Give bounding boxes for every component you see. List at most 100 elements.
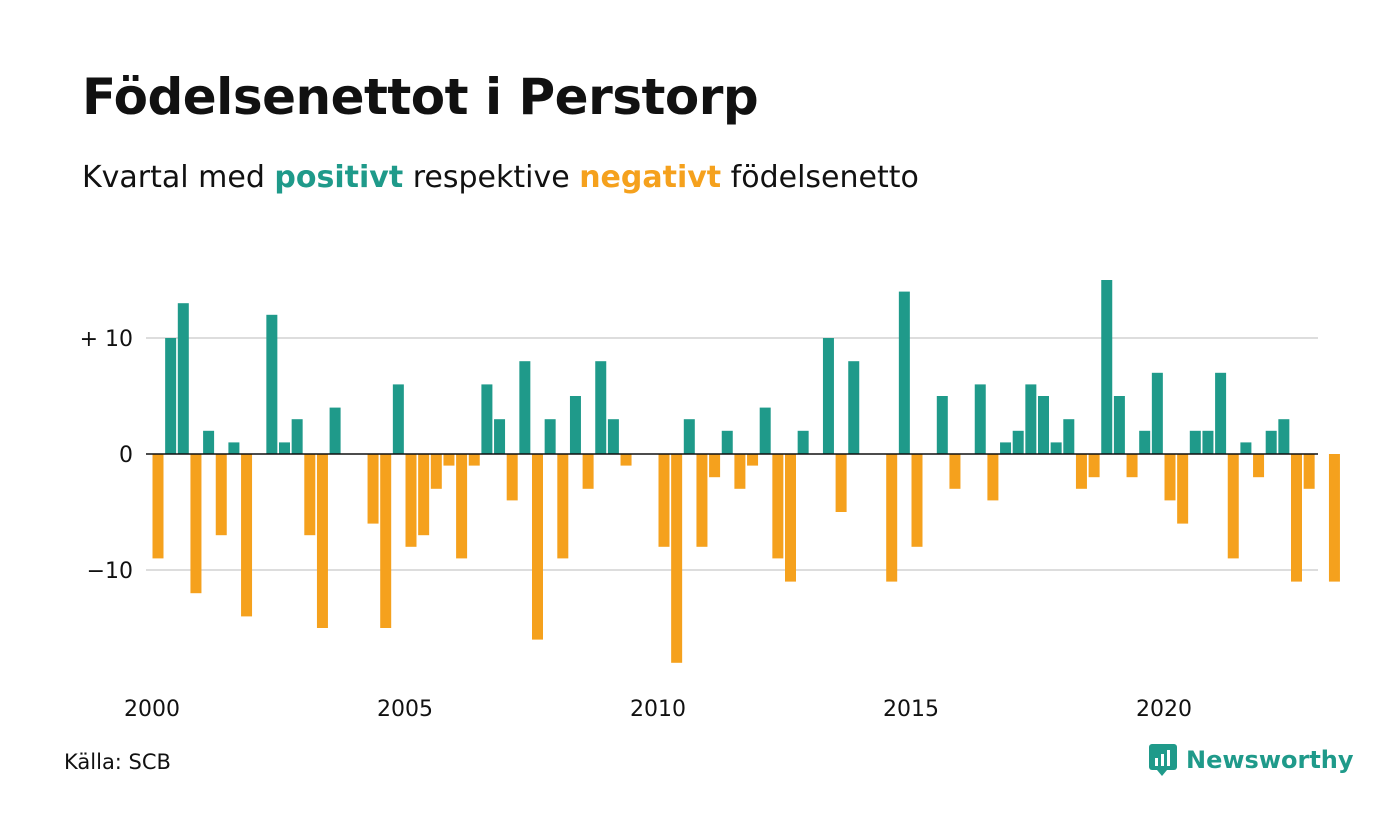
- bar-negative: [747, 454, 759, 466]
- bar-positive: [569, 396, 581, 454]
- bar-negative: [696, 454, 708, 547]
- bar-negative: [1088, 454, 1100, 478]
- brand-name: Newsworthy: [1186, 746, 1354, 774]
- bar-negative: [1303, 454, 1315, 489]
- x-tick-label: 2010: [630, 697, 686, 722]
- bar-positive: [721, 430, 733, 454]
- bar-negative: [456, 454, 468, 559]
- bar-positive: [544, 419, 556, 454]
- gridlines: [146, 337, 1318, 571]
- source-note: Källa: SCB: [64, 750, 171, 774]
- bar-positive: [936, 396, 948, 454]
- bar-positive: [1038, 396, 1049, 454]
- bar-negative: [671, 454, 683, 663]
- bar-positive: [683, 419, 695, 454]
- bar-negative: [987, 454, 999, 501]
- subtitle-middle: respektive: [403, 160, 580, 195]
- bar-negative: [430, 454, 442, 489]
- bar-negative: [709, 454, 721, 478]
- bar-negative: [734, 454, 746, 489]
- bar-negative: [215, 454, 227, 536]
- subtitle-negative-word: negativt: [579, 160, 722, 195]
- bar-positive: [165, 338, 177, 454]
- bar-negative: [1164, 454, 1176, 501]
- bar-positive: [595, 361, 607, 454]
- bar-negative: [532, 454, 543, 640]
- bar-positive: [759, 407, 771, 454]
- bar-positive: [1265, 430, 1277, 454]
- bar-positive: [494, 419, 506, 454]
- bar-positive: [1139, 430, 1151, 454]
- bar-positive: [519, 361, 531, 454]
- x-tick-label: 2005: [377, 697, 433, 722]
- bar-positive: [1063, 419, 1075, 454]
- bar-negative: [886, 454, 898, 582]
- bar-negative: [785, 454, 796, 582]
- bar-positive: [974, 384, 986, 454]
- bar-positive: [1101, 280, 1113, 454]
- chart-subtitle: Kvartal med positivt respektive negativt…: [82, 160, 919, 195]
- bar-negative: [418, 454, 430, 536]
- bar-negative: [316, 454, 328, 628]
- subtitle-prefix: Kvartal med: [82, 160, 275, 195]
- subtitle-positive-word: positivt: [274, 160, 404, 195]
- y-tick-label: + 10: [80, 327, 133, 352]
- bar-positive: [291, 419, 303, 454]
- bar-negative: [1177, 454, 1189, 524]
- bar-negative: [241, 454, 253, 617]
- bar-positive: [848, 361, 860, 454]
- bar-positive: [228, 442, 240, 454]
- bar-negative: [506, 454, 518, 501]
- bar-negative: [911, 454, 923, 547]
- bar-positive: [1025, 384, 1037, 454]
- y-axis-ticks: + 10 0 −10: [80, 327, 133, 584]
- bar-negative: [1291, 454, 1302, 582]
- bar-positive: [1278, 419, 1290, 454]
- bars: [152, 280, 1340, 663]
- bar-positive: [1012, 430, 1024, 454]
- x-axis-ticks: 2000 2005 2010 2015 2020: [124, 697, 1192, 722]
- bar-negative: [835, 454, 847, 512]
- bar-negative: [949, 454, 961, 489]
- bar-negative: [1328, 454, 1340, 582]
- bar-negative: [443, 454, 455, 466]
- bar-positive: [203, 430, 215, 454]
- x-tick-label: 2015: [883, 697, 939, 722]
- bar-negative: [304, 454, 316, 536]
- bar-negative: [658, 454, 670, 547]
- bar-positive: [392, 384, 404, 454]
- bar-negative: [582, 454, 594, 489]
- x-tick-label: 2000: [124, 697, 180, 722]
- bar-negative: [1075, 454, 1087, 489]
- bar-negative: [380, 454, 392, 628]
- bar-positive: [177, 303, 189, 454]
- bar-positive: [266, 314, 278, 454]
- bar-negative: [772, 454, 784, 559]
- bar-positive: [1202, 430, 1214, 454]
- brand-logo: Newsworthy: [1148, 743, 1354, 777]
- bar-positive: [481, 384, 493, 454]
- bar-negative: [190, 454, 202, 594]
- bar-positive: [607, 419, 619, 454]
- bar-negative: [468, 454, 480, 466]
- y-tick-label: 0: [119, 443, 133, 468]
- bar-positive: [1215, 372, 1227, 454]
- bar-positive: [797, 430, 809, 454]
- bar-positive: [279, 442, 290, 454]
- bar-negative: [1126, 454, 1138, 478]
- bar-negative: [367, 454, 379, 524]
- bar-positive: [1189, 430, 1201, 454]
- bar-negative: [1253, 454, 1265, 478]
- bar-positive: [1151, 372, 1163, 454]
- subtitle-suffix: födelsenetto: [721, 160, 919, 195]
- bar-positive: [1240, 442, 1252, 454]
- newsworthy-logo-icon: [1149, 744, 1177, 776]
- bar-negative: [620, 454, 632, 466]
- bar-positive: [1050, 442, 1062, 454]
- y-tick-label: −10: [87, 559, 133, 584]
- bar-negative: [1227, 454, 1239, 559]
- bar-positive: [822, 338, 834, 454]
- bar-negative: [405, 454, 417, 547]
- bar-positive: [329, 407, 341, 454]
